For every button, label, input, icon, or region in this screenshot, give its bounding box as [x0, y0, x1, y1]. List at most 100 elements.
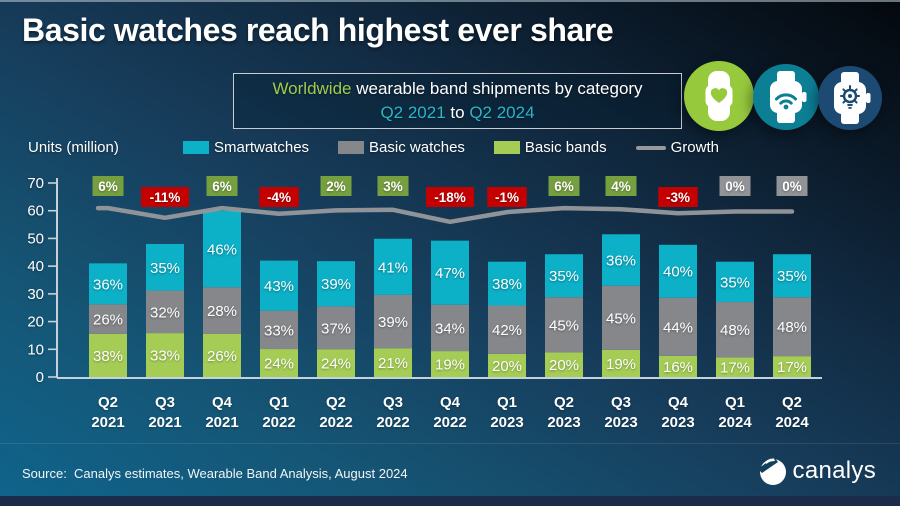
growth-box-label: 6%	[212, 179, 232, 194]
bar-segment-label: 39%	[378, 314, 408, 331]
page-title: Basic watches reach highest ever share	[22, 12, 614, 48]
bar-segment-label: 48%	[720, 322, 750, 339]
bar-segment-label: 44%	[663, 319, 693, 336]
bar-segment-label: 36%	[93, 276, 123, 293]
bar-segment	[488, 261, 526, 306]
bar-segment	[545, 254, 583, 298]
smartwatch-wifi-icon	[753, 64, 819, 130]
x-axis-label-quarter: Q1	[269, 394, 289, 411]
x-axis-label-quarter: Q2	[782, 394, 802, 411]
bar-segment	[602, 349, 640, 377]
legend-item-smartwatches: Smartwatches	[183, 139, 309, 156]
bar-segment	[89, 304, 127, 334]
y-axis-tick-label: 70	[27, 175, 44, 192]
x-axis-label-year: 2024	[718, 414, 752, 431]
bar-segment-label: 20%	[492, 358, 522, 375]
growth-box	[426, 187, 474, 207]
growth-box	[377, 176, 409, 196]
legend-label: Smartwatches	[214, 139, 310, 156]
legend-label: Basic bands	[524, 139, 607, 156]
bar-segment	[431, 304, 469, 352]
bar-segment-label: 35%	[720, 274, 750, 291]
y-axis-units-label: Units (million)	[28, 139, 119, 156]
subtitle-line-1: Worldwide wearable band shipments by cat…	[272, 77, 642, 101]
y-axis-tick-label: 40	[27, 258, 44, 275]
x-axis-label-year: 2022	[433, 414, 466, 431]
x-axis-label-year: 2021	[148, 414, 181, 431]
growth-box-label: 6%	[554, 179, 574, 194]
growth-box-label: -11%	[150, 190, 181, 205]
bar-segment-label: 16%	[663, 359, 693, 376]
x-axis-label-year: 2021	[205, 414, 238, 431]
growth-box-label: 2%	[326, 179, 346, 194]
growth-box-label: -3%	[666, 190, 690, 205]
x-axis-label-quarter: Q2	[98, 394, 118, 411]
x-axis-label-quarter: Q3	[611, 394, 631, 411]
bar-segment-label: 21%	[378, 355, 408, 372]
bottom-strip	[0, 496, 900, 506]
x-axis-label-year: 2021	[91, 414, 124, 431]
subtitle-rest: wearable band shipments by category	[351, 79, 643, 98]
y-axis-tick-label: 0	[36, 369, 44, 386]
growth-box-label: 6%	[98, 179, 118, 194]
category-icons	[684, 61, 890, 137]
bar-segment-label: 24%	[321, 356, 351, 373]
growth-line	[95, 205, 795, 225]
bar-segment	[431, 240, 469, 305]
growth-box-label: 4%	[611, 179, 631, 194]
canalys-logo: canalys	[757, 456, 876, 486]
bar-segment	[374, 238, 412, 295]
bar-segment-label: 45%	[606, 310, 636, 327]
legend-item-growth: Growth	[635, 139, 719, 156]
growth-box-label: -18%	[434, 190, 466, 205]
top-edge-line	[0, 0, 900, 2]
bar-segment-label: 35%	[150, 260, 180, 277]
bar-segment-label: 42%	[492, 322, 522, 339]
legend-label: Basic watches	[369, 139, 465, 156]
bar-segment	[89, 263, 127, 305]
subtitle-box: Worldwide wearable band shipments by cat…	[233, 73, 682, 129]
bar-segment	[659, 244, 697, 298]
growth-box	[658, 187, 698, 207]
bar-segment	[260, 349, 298, 377]
bar-segment	[260, 260, 298, 311]
canalys-logo-text: canalys	[792, 457, 876, 484]
bar-segment	[260, 310, 298, 350]
growth-box	[719, 176, 751, 196]
bar-segment	[659, 297, 697, 356]
x-axis-label-quarter: Q1	[725, 394, 745, 411]
x-axis-label-year: 2023	[604, 414, 637, 431]
growth-box	[605, 176, 637, 196]
bar-segment	[203, 333, 241, 377]
subtitle-range-start: Q2 2021	[380, 103, 446, 122]
source-note: Source: Canalys estimates, Wearable Band…	[22, 466, 408, 481]
bar-segment	[317, 349, 355, 377]
bar-segment-label: 39%	[321, 276, 351, 293]
x-axis-label-year: 2022	[262, 414, 295, 431]
y-axis-tick-label: 50	[27, 230, 44, 247]
bar-segment	[602, 285, 640, 350]
smartwatch-smart-bulb-icon	[818, 66, 882, 130]
bar-segment	[716, 302, 754, 358]
bar-segment-label: 28%	[207, 303, 237, 320]
growth-box-label: -1%	[495, 190, 519, 205]
y-axis-tick-label: 20	[27, 314, 44, 331]
bar-segment-label: 33%	[264, 322, 294, 339]
bar-segment	[716, 261, 754, 303]
legend-swatch-growth	[635, 145, 666, 150]
growth-box	[259, 187, 299, 207]
bar-segment	[146, 290, 184, 334]
x-axis-label-quarter: Q2	[554, 394, 574, 411]
bar-segment-label: 37%	[321, 320, 351, 337]
x-axis-label-quarter: Q3	[383, 394, 403, 411]
x-axis-label-quarter: Q3	[155, 394, 175, 411]
x-axis-label-year: 2022	[376, 414, 409, 431]
x-axis-label-quarter: Q4	[440, 394, 461, 411]
legend-item-basic-watches: Basic watches	[338, 139, 465, 156]
x-axis-label-quarter: Q4	[212, 394, 233, 411]
bar-segment	[545, 297, 583, 353]
bar-segment	[374, 294, 412, 349]
legend-item-basic-bands: Basic bands	[493, 139, 607, 156]
footer-divider	[0, 443, 900, 444]
